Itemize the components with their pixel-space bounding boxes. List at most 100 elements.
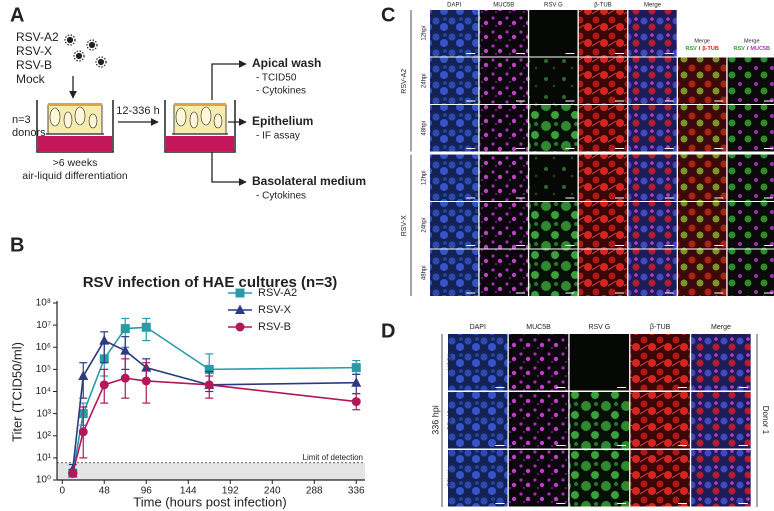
y-tick-label: 10⁵ (36, 364, 51, 375)
micrograph (479, 249, 528, 296)
micrograph (630, 334, 690, 391)
micrograph (628, 57, 677, 104)
donors: n=3 (12, 114, 31, 126)
row-label: 24hpi (422, 73, 428, 88)
output-title: Basolateral medium (252, 174, 366, 188)
x-tick-label: 96 (141, 486, 153, 497)
marker (235, 304, 245, 314)
marker (120, 373, 130, 383)
micrograph (430, 249, 479, 296)
marker (204, 380, 214, 390)
marker (141, 322, 151, 332)
output-title: Apical wash (252, 56, 321, 70)
y-tick-label: 10² (37, 430, 52, 441)
micrograph (430, 10, 479, 57)
series-line (71, 339, 357, 470)
row-label: 24hpi (422, 218, 428, 233)
marker (351, 363, 361, 373)
column-header: Merge (694, 38, 710, 44)
virus-icons (64, 34, 107, 68)
x-tick-label: 336 (348, 486, 365, 497)
micrograph (691, 450, 751, 507)
micrograph (678, 57, 727, 104)
micrograph (691, 334, 751, 391)
virus-name: RSV-X (16, 44, 52, 58)
micrograph (578, 249, 628, 296)
column-header: RSV G (588, 324, 610, 331)
legend-label: RSV-A2 (258, 287, 297, 299)
micrograph (678, 105, 727, 152)
detection-limit-label: Limit of detection (303, 453, 363, 462)
column-header: MUC5B (526, 324, 551, 331)
micrograph (678, 202, 727, 249)
legend-label: RSV-X (258, 304, 292, 316)
micrograph (569, 334, 630, 391)
duration: 12-336 h (116, 105, 159, 117)
y-tick-label: 10⁷ (36, 320, 51, 331)
donor-label: Donor 1 (761, 406, 770, 435)
micrograph (430, 154, 479, 201)
micrograph (628, 105, 677, 152)
micrograph (678, 249, 727, 296)
micrograph (430, 105, 479, 152)
header-part: RSV (685, 46, 697, 52)
legend-label: RSV-B (258, 321, 291, 333)
column-header: RSV G (544, 3, 563, 9)
y-tick-label: 10³ (37, 408, 52, 419)
micrograph (727, 105, 774, 152)
series-line (71, 326, 357, 474)
output-arrows (211, 60, 247, 186)
panel-label: B (10, 234, 24, 256)
marker (99, 335, 110, 345)
x-tick-label: 288 (306, 486, 323, 497)
virus-name: RSV-B (16, 58, 52, 72)
marker (351, 377, 362, 387)
micrograph (448, 334, 508, 391)
column-header: DAPI (447, 3, 461, 9)
header-part: / (699, 46, 701, 52)
marker (120, 345, 131, 355)
x-tick-label: 192 (222, 486, 239, 497)
panel-label: C (381, 4, 395, 26)
marker (78, 427, 88, 437)
marker (235, 322, 245, 332)
y-tick-label: 10⁶ (36, 342, 51, 353)
column-header: Merge (744, 38, 760, 44)
header-part: / (747, 46, 749, 52)
y-tick-label: 10⁴ (36, 386, 51, 397)
marker (204, 364, 214, 374)
header-part: MUC5B (750, 46, 770, 52)
row-label: MOCK (447, 354, 453, 371)
micrograph (630, 392, 690, 449)
x-tick-label: 0 (59, 486, 65, 497)
x-tick-label: 240 (264, 486, 281, 497)
row-label: RSV-X (447, 470, 453, 487)
micrograph (479, 154, 528, 201)
marker (68, 468, 78, 478)
chart-title: RSV infection of HAE cultures (n=3) (83, 274, 338, 291)
row-label: RSV-A2 (447, 410, 453, 430)
micrograph (628, 10, 677, 57)
output-item: - TCID50 (256, 73, 297, 84)
group-label: RSV-A2 (401, 69, 408, 94)
micrograph (430, 57, 479, 104)
column-header: RSV / MUC5B (734, 46, 770, 52)
marker (235, 288, 245, 298)
micrograph (569, 392, 630, 449)
output-item: - IF assay (256, 131, 300, 142)
micrograph (529, 249, 578, 296)
micrograph (578, 57, 628, 104)
row-label: 12hpi (422, 26, 428, 41)
micrograph (727, 57, 774, 104)
micrograph (569, 450, 630, 507)
micrograph (630, 450, 690, 507)
panel-a: n=3 donors >6 weeks air-liquid different… (12, 34, 366, 202)
column-header: MUC5B (493, 3, 514, 9)
marker (99, 380, 109, 390)
micrograph (578, 202, 628, 249)
output-title: Epithelium (252, 114, 313, 128)
micrograph (479, 10, 528, 57)
micrograph (508, 392, 569, 449)
output-item: - Cytokines (256, 191, 306, 202)
